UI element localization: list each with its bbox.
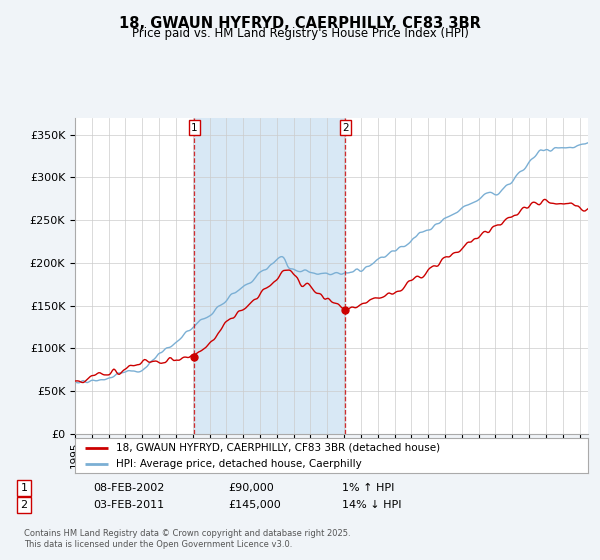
Text: 14% ↓ HPI: 14% ↓ HPI [342, 500, 401, 510]
Text: Price paid vs. HM Land Registry's House Price Index (HPI): Price paid vs. HM Land Registry's House … [131, 27, 469, 40]
Text: 1: 1 [20, 483, 28, 493]
Text: Contains HM Land Registry data © Crown copyright and database right 2025.
This d: Contains HM Land Registry data © Crown c… [24, 529, 350, 549]
Text: 08-FEB-2002: 08-FEB-2002 [93, 483, 164, 493]
Text: 18, GWAUN HYFRYD, CAERPHILLY, CF83 3BR: 18, GWAUN HYFRYD, CAERPHILLY, CF83 3BR [119, 16, 481, 31]
Text: HPI: Average price, detached house, Caerphilly: HPI: Average price, detached house, Caer… [116, 459, 362, 469]
Text: 2: 2 [20, 500, 28, 510]
Bar [194, 118, 346, 434]
Text: £145,000: £145,000 [228, 500, 281, 510]
Text: 2: 2 [342, 123, 349, 133]
Text: 03-FEB-2011: 03-FEB-2011 [93, 500, 164, 510]
Text: £90,000: £90,000 [228, 483, 274, 493]
Text: 18, GWAUN HYFRYD, CAERPHILLY, CF83 3BR (detached house): 18, GWAUN HYFRYD, CAERPHILLY, CF83 3BR (… [116, 443, 440, 453]
Text: 1: 1 [191, 123, 198, 133]
Text: 1% ↑ HPI: 1% ↑ HPI [342, 483, 394, 493]
